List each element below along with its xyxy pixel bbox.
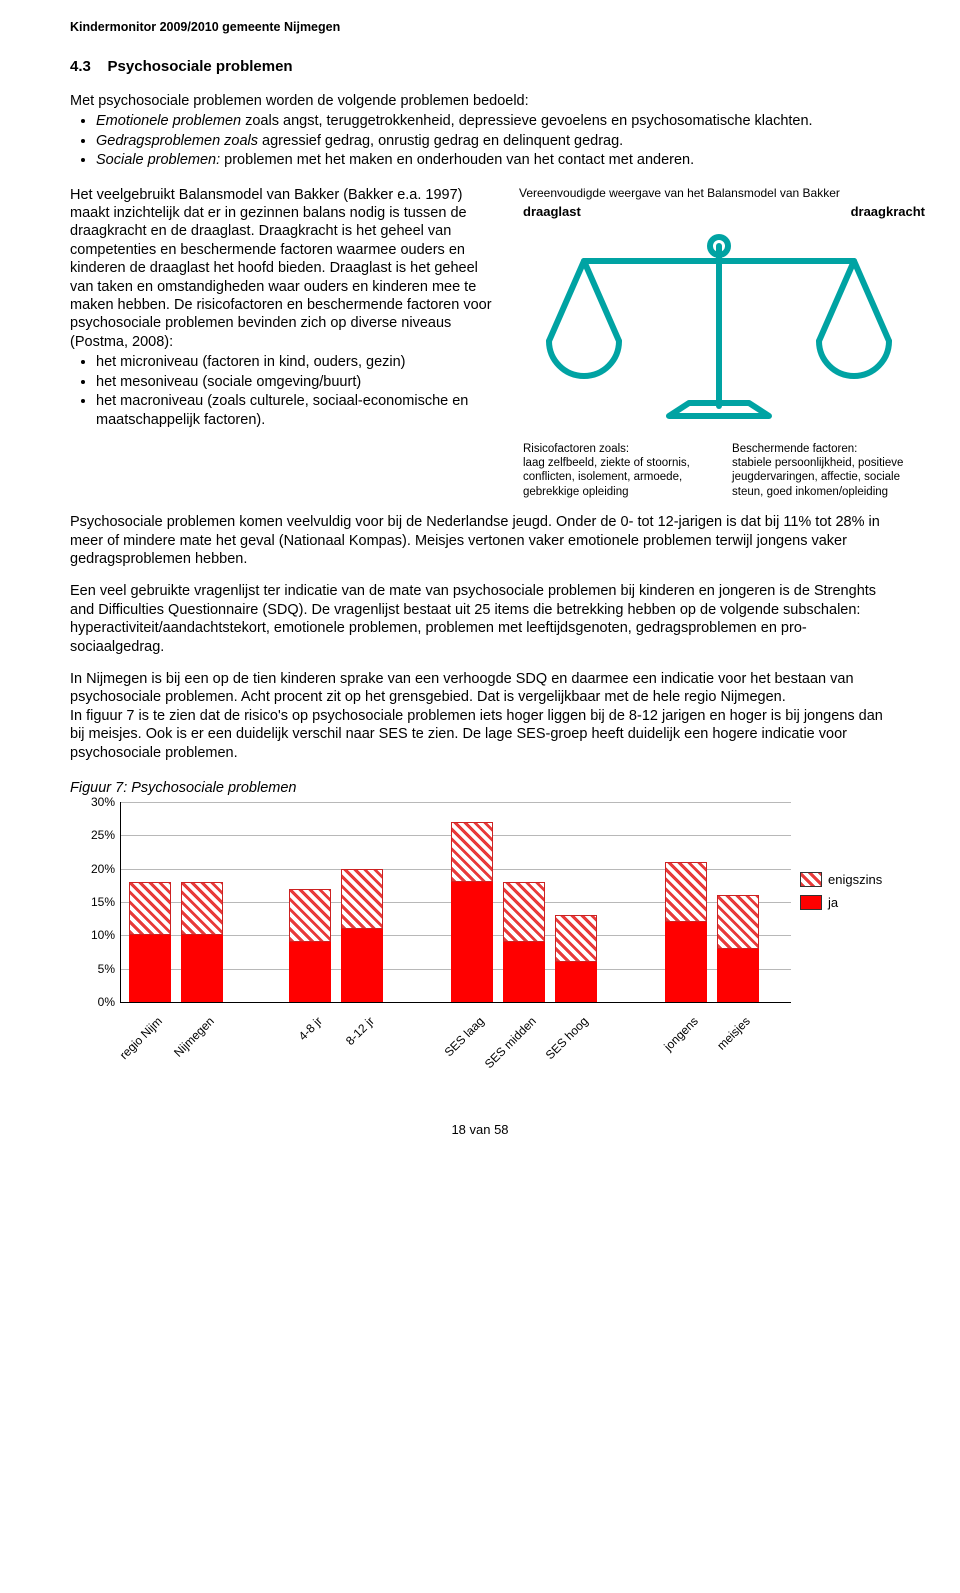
bullet-item: het microniveau (factoren in kind, ouder… xyxy=(96,353,505,372)
y-tick-label: 0% xyxy=(71,995,115,1009)
level-bullet-list: het microniveau (factoren in kind, ouder… xyxy=(70,353,505,429)
top-bullet-list: Emotionele problemen zoals angst, terugg… xyxy=(70,112,890,170)
legend-label: enigszins xyxy=(828,872,882,887)
body-para-1: Psychosociale problemen komen veelvuldig… xyxy=(70,513,890,568)
doc-header: Kindermonitor 2009/2010 gemeente Nijmege… xyxy=(70,20,890,34)
legend-swatch xyxy=(800,872,822,887)
x-tick-label: SES laag xyxy=(442,1014,487,1059)
x-tick-label: jongens xyxy=(661,1014,701,1054)
bullet-item: Gedragsproblemen zoals agressief gedrag,… xyxy=(96,132,890,151)
y-tick-label: 30% xyxy=(71,795,115,809)
bullet-item: het macroniveau (zoals culturele, sociaa… xyxy=(96,392,505,429)
protect-text: stabiele persoonlijkheid, positieve jeug… xyxy=(732,457,903,498)
y-tick-label: 10% xyxy=(71,928,115,942)
bar-chart: 0%5%10%15%20%25%30% regio NijmNijmegen4-… xyxy=(70,802,890,1082)
y-tick-label: 25% xyxy=(71,828,115,842)
x-tick-label: Nijmegen xyxy=(171,1014,217,1060)
body-para-2: Een veel gebruikte vragenlijst ter indic… xyxy=(70,582,890,656)
section-number: 4.3 xyxy=(70,58,91,75)
balance-left-label: draaglast xyxy=(523,204,581,219)
risk-title: Risicofactoren zoals: xyxy=(523,443,629,455)
y-tick-label: 20% xyxy=(71,862,115,876)
bullet-item: het mesoniveau (sociale omgeving/buurt) xyxy=(96,373,505,392)
chart-legend: enigszins ja xyxy=(800,872,882,918)
legend-item: ja xyxy=(800,895,882,910)
page-number: 18 van 58 xyxy=(70,1122,890,1137)
x-tick-label: 4-8 jr xyxy=(296,1014,325,1043)
x-tick-label: meisjes xyxy=(714,1014,753,1053)
legend-label: ja xyxy=(828,895,838,910)
balance-figure: Vereenvoudigde weergave van het Balansmo… xyxy=(519,186,929,500)
bullet-item: Emotionele problemen zoals angst, terugg… xyxy=(96,112,890,131)
body-para-4: In figuur 7 is te zien dat de risico's o… xyxy=(70,707,890,762)
x-tick-label: SES hoog xyxy=(543,1014,591,1062)
balance-right-label: draagkracht xyxy=(851,204,925,219)
x-tick-label: SES midden xyxy=(482,1014,539,1071)
figure-caption: Figuur 7: Psychosociale problemen xyxy=(70,780,890,796)
risk-text: laag zelfbeeld, ziekte of stoornis, conf… xyxy=(523,457,690,498)
balance-scale-icon xyxy=(519,221,919,431)
y-tick-label: 5% xyxy=(71,962,115,976)
legend-item: enigszins xyxy=(800,872,882,887)
legend-swatch xyxy=(800,895,822,910)
section-title: 4.3 Psychosociale problemen xyxy=(70,58,890,75)
x-tick-label: 8-12 jr xyxy=(343,1014,377,1048)
y-tick-label: 15% xyxy=(71,895,115,909)
left-column: Het veelgebruikt Balansmodel van Bakker … xyxy=(70,186,505,431)
body-para-3: In Nijmegen is bij een op de tien kinder… xyxy=(70,670,890,707)
protect-title: Beschermende factoren: xyxy=(732,443,857,455)
balance-left-desc: Risicofactoren zoals: laag zelfbeeld, zi… xyxy=(523,442,716,500)
x-tick-label: regio Nijm xyxy=(117,1014,165,1062)
intro-line: Met psychosociale problemen worden de vo… xyxy=(70,93,890,109)
section-title-text: Psychosociale problemen xyxy=(108,58,293,75)
balance-right-desc: Beschermende factoren: stabiele persoonl… xyxy=(732,442,925,500)
left-paragraph: Het veelgebruikt Balansmodel van Bakker … xyxy=(70,186,505,352)
balance-title: Vereenvoudigde weergave van het Balansmo… xyxy=(519,186,929,200)
bullet-item: Sociale problemen: problemen met het mak… xyxy=(96,151,890,170)
